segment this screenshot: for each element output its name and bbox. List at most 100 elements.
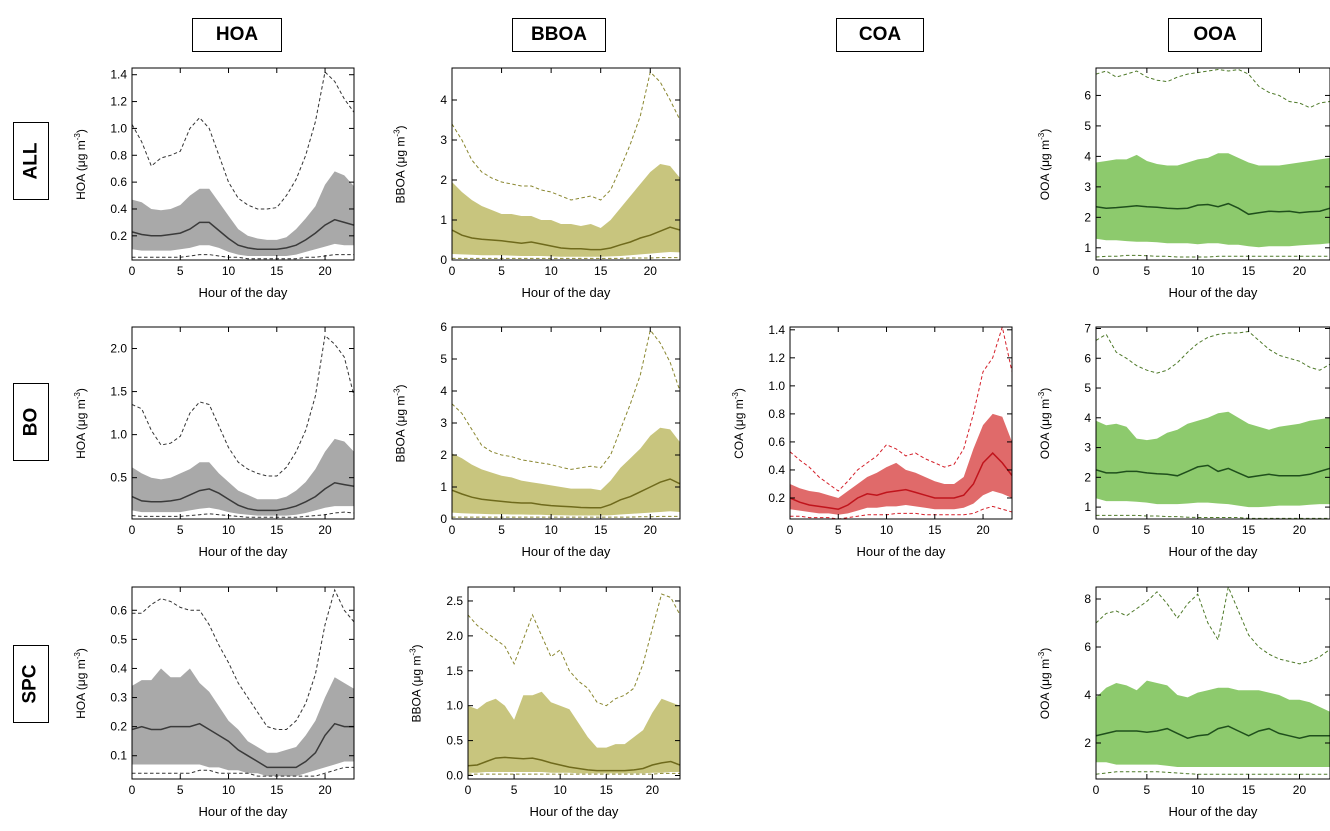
- x-tick-label: 5: [1144, 523, 1151, 537]
- median-line: [1096, 202, 1330, 216]
- x-axis-label: Hour of the day: [529, 804, 619, 819]
- y-tick-label: 1.0: [110, 121, 127, 135]
- p90-line: [468, 593, 680, 707]
- plot-frame: [467, 586, 681, 780]
- x-tick-label: 20: [318, 264, 332, 278]
- x-axis-label: Hour of the day: [1168, 804, 1258, 819]
- plot-frame: [131, 67, 355, 261]
- x-tick-label: 10: [544, 264, 558, 278]
- row-header-spc-label: SPC: [20, 664, 42, 704]
- y-tick-label: 2.0: [110, 342, 127, 356]
- x-axis-label: Hour of the day: [856, 544, 946, 559]
- plot-frame: [131, 586, 355, 780]
- column-header-coa: COA: [836, 18, 924, 52]
- p90-line: [1096, 68, 1330, 109]
- y-axis-label: OOA (μg m-3): [1036, 387, 1052, 459]
- y-tick-label: 2.5: [446, 594, 463, 608]
- y-axis-label: COA (μg m-3): [730, 387, 746, 459]
- p10-line: [452, 257, 680, 259]
- x-tick-label: 5: [177, 264, 184, 278]
- y-tick-label: 4: [1084, 411, 1091, 425]
- y-tick-label: 0.4: [110, 202, 127, 216]
- y-tick-label: 7: [1084, 321, 1091, 335]
- x-tick-label: 15: [1242, 523, 1256, 537]
- y-tick-label: 0.0: [446, 769, 463, 783]
- x-tick-label: 15: [928, 523, 942, 537]
- y-tick-label: 4: [1084, 149, 1091, 163]
- y-tick-label: 6: [440, 320, 447, 334]
- x-tick-label: 5: [511, 783, 518, 797]
- y-tick-label: 4: [1084, 688, 1091, 702]
- y-tick-label: 6: [1084, 640, 1091, 654]
- panel-hoa-all: 0 5 10 15 20 0.2 0.4 0.6 0.8 1.0 1.2 1.4: [110, 67, 355, 278]
- x-tick-label: 0: [1093, 523, 1100, 537]
- x-tick-label: 0: [1093, 783, 1100, 797]
- p90-line: [452, 329, 680, 470]
- x-tick-label: 5: [835, 523, 842, 537]
- y-tick-label: 0.4: [110, 661, 127, 675]
- panel-bboa-all: 0 5 10 15 20 0 1 2 3 4: [440, 67, 681, 278]
- y-tick-label: 1.5: [446, 664, 463, 678]
- median-line: [132, 482, 354, 512]
- y-tick-label: 1.4: [768, 323, 785, 337]
- p90-line: [790, 327, 1012, 492]
- y-tick-label: 8: [1084, 592, 1091, 606]
- y-tick-label: 0.6: [110, 175, 127, 189]
- p90-line: [1096, 587, 1330, 665]
- p90-line: [452, 71, 680, 201]
- iqr-band: [1096, 680, 1330, 767]
- p90-line: [132, 588, 354, 730]
- x-tick-label: 20: [1293, 783, 1307, 797]
- panel-bboa-spc: 0 5 10 15 20 0.0 0.5 1.0 1.5 2.0 2.5: [446, 586, 681, 797]
- iqr-band: [452, 164, 680, 257]
- x-tick-label: 15: [600, 783, 614, 797]
- p10-line: [452, 515, 680, 518]
- y-tick-label: 1.0: [446, 699, 463, 713]
- median-line: [132, 722, 354, 769]
- x-tick-label: 5: [498, 264, 505, 278]
- y-tick-label: 0.3: [110, 691, 127, 705]
- y-tick-label: 0.6: [768, 435, 785, 449]
- x-tick-label: 10: [222, 264, 236, 278]
- median-line: [1096, 725, 1330, 739]
- x-tick-label: 0: [129, 264, 136, 278]
- x-tick-label: 10: [222, 523, 236, 537]
- iqr-band: [132, 171, 354, 256]
- x-axis-label: Hour of the day: [198, 285, 288, 300]
- y-tick-label: 1: [1084, 500, 1091, 514]
- x-tick-label: 10: [1191, 523, 1205, 537]
- x-tick-label: 15: [270, 264, 284, 278]
- x-tick-label: 20: [644, 523, 658, 537]
- row-header-bo: BO: [13, 383, 49, 461]
- x-tick-label: 10: [880, 523, 894, 537]
- x-tick-label: 0: [449, 264, 456, 278]
- plot-frame: [1095, 586, 1330, 780]
- y-tick-label: 0.5: [110, 471, 127, 485]
- y-tick-label: 2: [440, 173, 447, 187]
- x-tick-label: 20: [646, 783, 660, 797]
- x-tick-label: 15: [270, 523, 284, 537]
- x-axis-label: Hour of the day: [198, 804, 288, 819]
- x-tick-label: 5: [1144, 264, 1151, 278]
- y-tick-label: 6: [1084, 88, 1091, 102]
- x-tick-label: 20: [1293, 264, 1307, 278]
- y-tick-label: 3: [440, 133, 447, 147]
- iqr-band: [452, 427, 680, 516]
- x-tick-label: 20: [318, 783, 332, 797]
- plot-frame: [1095, 326, 1330, 520]
- y-tick-label: 0.8: [768, 407, 785, 421]
- y-tick-label: 4: [440, 384, 447, 398]
- column-header-ooa: OOA: [1168, 18, 1262, 52]
- y-tick-label: 1: [440, 480, 447, 494]
- y-axis-label: HOA (μg m-3): [72, 128, 88, 200]
- y-tick-label: 5: [1084, 119, 1091, 133]
- y-tick-label: 0.1: [110, 749, 127, 763]
- x-axis-label: Hour of the day: [198, 544, 288, 559]
- p10-line: [790, 505, 1012, 519]
- y-axis-label: OOA (μg m-3): [1036, 647, 1052, 719]
- x-tick-label: 0: [465, 783, 472, 797]
- y-tick-label: 3: [440, 416, 447, 430]
- y-tick-label: 1.0: [110, 428, 127, 442]
- x-tick-label: 15: [270, 783, 284, 797]
- y-tick-label: 2: [1084, 736, 1091, 750]
